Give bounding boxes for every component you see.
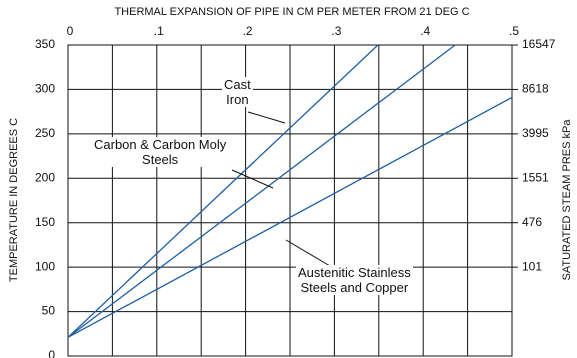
- y2-axis-label: SATURATED STEAM PRES kPa: [561, 119, 573, 281]
- x-tick-label: .3: [331, 24, 341, 38]
- y-tick-label: 350: [35, 37, 55, 51]
- y-tick-label: 0: [48, 348, 55, 358]
- x-tick-label: .2: [243, 24, 253, 38]
- y2-tick-label: 101: [522, 259, 542, 273]
- leader-line: [285, 239, 331, 267]
- y-tick-label: 150: [35, 215, 55, 229]
- series-label: Cast Iron: [222, 77, 253, 107]
- series-line: [67, 96, 513, 338]
- y-tick-label: 200: [35, 170, 55, 184]
- x-tick-label: .4: [420, 24, 430, 38]
- y2-tick-label: 3995: [522, 126, 549, 140]
- series-label: Carbon & Carbon Moly Steels: [92, 137, 229, 167]
- y-tick-label: 100: [35, 259, 55, 273]
- y2-tick-label: 16547: [522, 37, 556, 51]
- series-line: [67, 44, 456, 338]
- x-tick-label: .5: [509, 24, 519, 38]
- chart-title: THERMAL EXPANSION OF PIPE IN CM PER METE…: [114, 6, 469, 18]
- y-tick-label: 50: [42, 304, 56, 318]
- series-line: [67, 44, 379, 338]
- x-tick-label: .1: [154, 24, 164, 38]
- y-tick-label: 300: [35, 82, 55, 96]
- leader-lines: [231, 111, 331, 267]
- plot-frame: [67, 44, 513, 357]
- y-axis-label: TEMPERATURE IN DEGREES C: [8, 118, 20, 282]
- y2-tick-label: 8618: [522, 82, 549, 96]
- leader-line: [231, 169, 274, 189]
- y2-tick-label: 1551: [522, 170, 549, 184]
- x-tick-label: 0: [67, 24, 74, 38]
- y2-tick-label: 476: [522, 215, 542, 229]
- y-tick-label: 250: [35, 126, 55, 140]
- series-label: Austenitic Stainless Steels and Copper: [296, 265, 413, 295]
- leader-line: [247, 111, 286, 124]
